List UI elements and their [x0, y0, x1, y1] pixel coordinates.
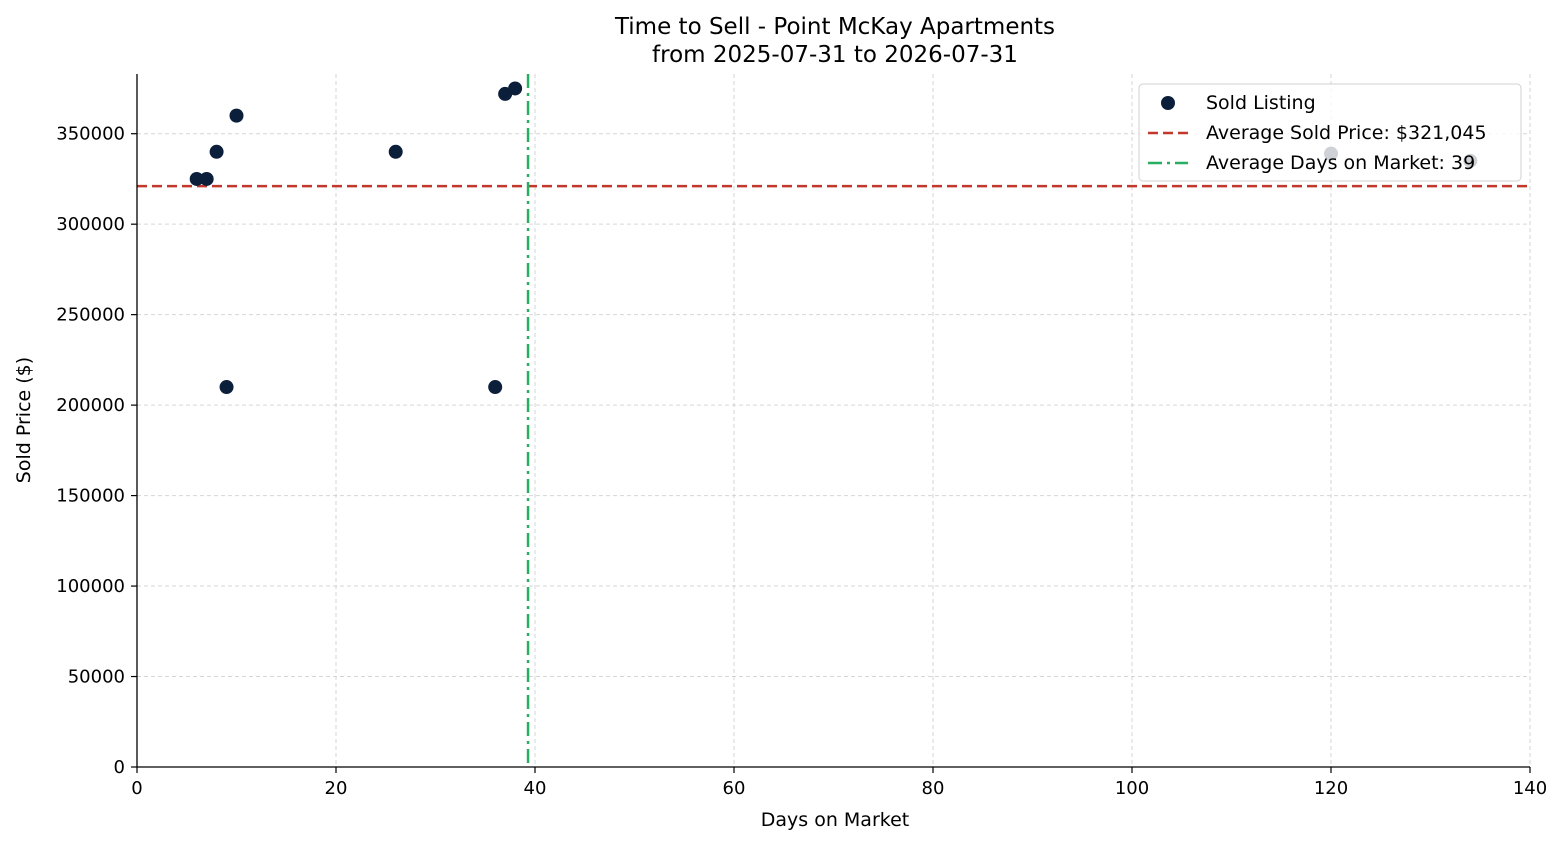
axes — [136, 74, 1530, 768]
y-tick-label-1: 50000 — [68, 667, 125, 688]
y-tick-label-6: 300000 — [56, 214, 125, 235]
data-point-5 — [388, 144, 403, 159]
y-tick-label-5: 250000 — [56, 305, 125, 326]
x-tick-label-5: 100 — [1115, 778, 1149, 799]
data-point-3 — [219, 380, 234, 395]
data-point-1 — [199, 171, 214, 186]
data-point-4 — [229, 108, 244, 123]
x-tick-label-0: 0 — [131, 778, 142, 799]
y-tick-label-7: 350000 — [56, 124, 125, 145]
ticks: 0 20 40 60 80 100 120 140 0 50000 100000 150000 2000… — [56, 124, 1547, 799]
y-tick-label-0: 0 — [114, 757, 125, 778]
chart-subtitle: from 2025-07-31 to 2026-07-31 — [652, 42, 1018, 68]
x-tick-label-2: 40 — [524, 778, 547, 799]
y-tick-label-2: 100000 — [56, 576, 125, 597]
x-tick-label-6: 120 — [1314, 778, 1348, 799]
legend: Sold Listing Average Sold Price: $321,04… — [1138, 83, 1522, 182]
x-tick-label-1: 20 — [325, 778, 348, 799]
y-tick-label-4: 200000 — [56, 395, 125, 416]
x-tick-label-3: 60 — [723, 778, 746, 799]
chart-title: Time to Sell - Point McKay Apartments — [614, 14, 1055, 40]
x-axis-label: Days on Market — [761, 809, 909, 831]
y-tick-label-3: 150000 — [56, 486, 125, 507]
reference-lines — [137, 74, 1530, 767]
legend-label-average-days: Average Days on Market: 39 — [1206, 152, 1475, 174]
legend-label-average-price: Average Sold Price: $321,045 — [1206, 122, 1487, 144]
data-point-2 — [209, 144, 224, 159]
data-point-6 — [488, 380, 503, 395]
x-tick-label-7: 140 — [1513, 778, 1547, 799]
data-point-8 — [508, 81, 523, 96]
legend-label-sold-listing: Sold Listing — [1206, 92, 1316, 114]
legend-box — [1138, 83, 1522, 182]
x-tick-label-4: 80 — [922, 778, 945, 799]
legend-marker-sold-listing — [1161, 96, 1175, 110]
y-axis-label: Sold Price ($) — [13, 357, 35, 483]
data-point-0 — [189, 171, 204, 186]
